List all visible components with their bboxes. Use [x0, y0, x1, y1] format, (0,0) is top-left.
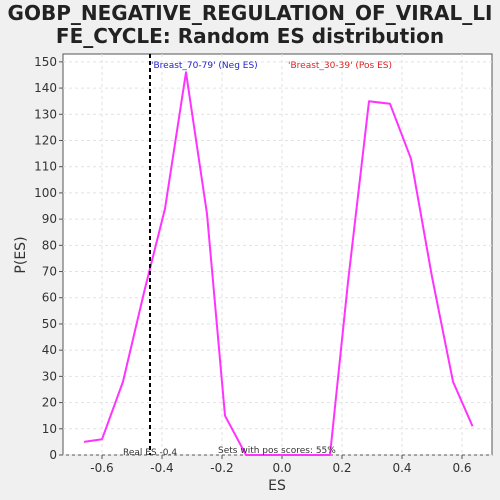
- y-tick-label: 60: [42, 291, 57, 305]
- x-tick-label: 0.2: [332, 461, 351, 475]
- y-tick-label: 100: [34, 186, 57, 200]
- y-tick-label: 140: [34, 81, 57, 95]
- y-tick-label: 110: [34, 160, 57, 174]
- real-es-label: Real ES -0.4: [123, 448, 177, 458]
- series-line: [83, 71, 474, 456]
- x-tick-label: 0.6: [452, 461, 471, 475]
- legend-neg: 'Breast_70-79' (Neg ES): [151, 61, 258, 71]
- grid: [63, 54, 492, 456]
- y-tick-label: 50: [42, 317, 57, 331]
- axis-ticks: -0.6 -0.4 -0.2 0.0 0.2 0.4 0.6 0 10 20 30 40 50 60 70 8…: [34, 55, 471, 475]
- series-layer: [83, 71, 474, 456]
- y-tick-label: 0: [49, 448, 57, 462]
- y-tick-label: 150: [34, 55, 57, 69]
- y-tick-label: 90: [42, 212, 57, 226]
- y-axis-label: P(ES): [13, 236, 29, 273]
- y-tick-label: 70: [42, 265, 57, 279]
- y-tick-label: 20: [42, 396, 57, 410]
- legend-pos: 'Breast_30-39' (Pos ES): [288, 61, 392, 71]
- x-tick-label: -0.2: [210, 461, 233, 475]
- x-axis-label: ES: [268, 478, 286, 494]
- x-tick-label: 0.0: [272, 461, 291, 475]
- y-tick-label: 10: [42, 422, 57, 436]
- y-tick-label: 120: [34, 133, 57, 147]
- x-tick-label: -0.6: [90, 461, 113, 475]
- chart-title-line-1: GOBP_NEGATIVE_REGULATION_OF_VIRAL_LI: [8, 1, 493, 25]
- y-tick-label: 30: [42, 369, 57, 383]
- y-tick-label: 80: [42, 238, 57, 252]
- y-tick-label: 40: [42, 343, 57, 357]
- pos-scores-annotation: Sets with pos scores: 55%: [218, 446, 336, 456]
- y-tick-label: 130: [34, 107, 57, 121]
- chart-title-line-2: FE_CYCLE: Random ES distribution: [56, 24, 444, 48]
- x-tick-label: 0.4: [392, 461, 411, 475]
- x-tick-label: -0.4: [150, 461, 173, 475]
- plot-area: [62, 53, 493, 456]
